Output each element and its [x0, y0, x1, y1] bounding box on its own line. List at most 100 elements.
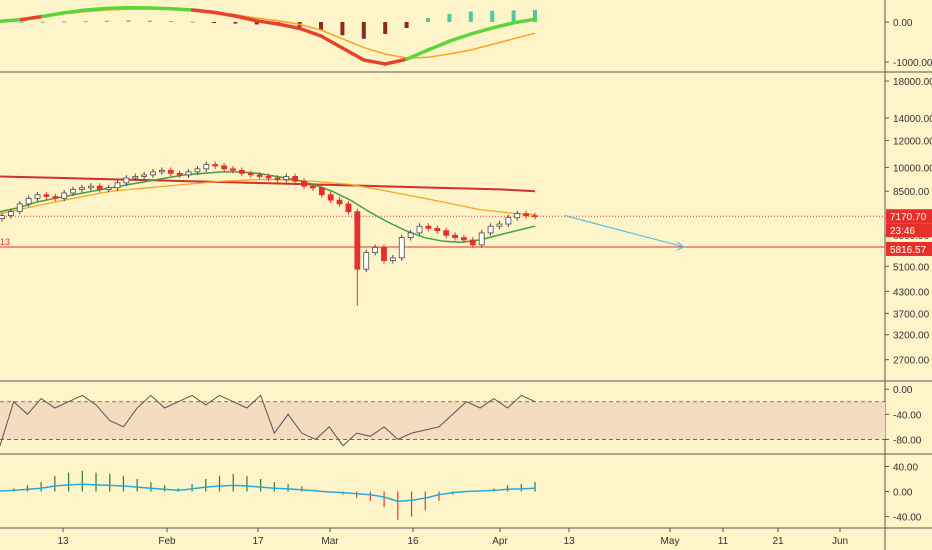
macd-line-segment: [83, 6, 109, 12]
candle-body[interactable]: [434, 228, 441, 232]
candle-body[interactable]: [514, 213, 521, 219]
time-tick-label: Jun: [832, 536, 848, 547]
candle-body[interactable]: [461, 237, 467, 241]
candle-body[interactable]: [150, 171, 156, 176]
candle-body[interactable]: [132, 176, 139, 179]
candle-body[interactable]: [283, 176, 290, 181]
time-tick-label: Mar: [321, 536, 339, 547]
candle-body[interactable]: [141, 174, 148, 177]
macd-line-segment: [469, 26, 494, 36]
candle-body[interactable]: [7, 211, 14, 217]
macd-line-segment: [0, 17, 24, 23]
candle-body[interactable]: [167, 169, 174, 174]
candle-body[interactable]: [398, 237, 405, 259]
candle-body[interactable]: [61, 192, 68, 199]
rsi-line: [0, 394, 536, 447]
candle-body[interactable]: [221, 165, 227, 170]
fast-moving-average: [0, 171, 536, 244]
candle-body[interactable]: [43, 194, 50, 197]
macd-line-segment: [319, 34, 345, 50]
candle-body[interactable]: [176, 172, 183, 176]
candle-body[interactable]: [203, 164, 210, 170]
candle-body[interactable]: [505, 217, 512, 225]
price-tick-label: 18000.00: [893, 77, 932, 88]
macd-histogram-bar: [490, 10, 495, 22]
candle-body[interactable]: [301, 180, 307, 187]
candle-body[interactable]: [443, 230, 450, 236]
candle-body[interactable]: [425, 225, 432, 229]
candle-body[interactable]: [532, 215, 538, 218]
candle-body[interactable]: [363, 252, 370, 270]
candle-body[interactable]: [79, 187, 85, 190]
candle-body[interactable]: [292, 176, 299, 182]
candle-body[interactable]: [274, 177, 281, 181]
momentum-tick-label: 40.00: [893, 462, 918, 473]
candle-body[interactable]: [16, 203, 23, 212]
macd-histogram-bar: [19, 21, 24, 23]
candle-body[interactable]: [194, 168, 201, 173]
candle-body[interactable]: [212, 164, 219, 167]
candle-body[interactable]: [487, 225, 494, 234]
macd-line-segment: [447, 32, 473, 43]
candle-body[interactable]: [389, 257, 396, 262]
rsi-tick-label: -80.00: [893, 435, 922, 446]
candle-body[interactable]: [70, 189, 76, 194]
rsi-panel[interactable]: [0, 394, 885, 447]
candle-body[interactable]: [310, 185, 316, 189]
candle-body[interactable]: [34, 194, 41, 199]
candle-body[interactable]: [452, 234, 458, 238]
candle-body[interactable]: [25, 197, 32, 205]
macd-panel[interactable]: [0, 5, 537, 66]
candle-body[interactable]: [87, 185, 94, 189]
candle-body[interactable]: [478, 232, 485, 246]
candle-body[interactable]: [238, 169, 245, 174]
candle-body[interactable]: [407, 232, 414, 238]
candle-body[interactable]: [496, 223, 503, 227]
candle-body[interactable]: [247, 172, 254, 176]
countdown-label-background: [886, 223, 932, 238]
candle-body[interactable]: [416, 225, 423, 234]
macd-histogram-bar: [147, 20, 152, 22]
momentum-panel[interactable]: [0, 470, 536, 520]
candle-body[interactable]: [52, 196, 59, 199]
rsi-band: [0, 401, 885, 440]
candle-body[interactable]: [372, 246, 379, 253]
candle-body[interactable]: [381, 246, 387, 262]
macd-histogram-bar: [233, 22, 238, 24]
macd-line-segment: [233, 14, 259, 23]
candle-body[interactable]: [158, 169, 165, 173]
projection-arrow-line[interactable]: [564, 215, 685, 248]
candle-body[interactable]: [469, 239, 476, 246]
candle-body[interactable]: [336, 199, 343, 205]
time-axis[interactable]: 13 Feb 17 Mar 16 Apr 13 May 11 21 Jun: [57, 528, 848, 547]
macd-line-segment: [212, 10, 238, 18]
momentum-tick-label: 0.00: [893, 488, 913, 499]
candle-body[interactable]: [96, 185, 103, 190]
macd-histogram-bar: [468, 11, 473, 22]
candle-body[interactable]: [327, 194, 334, 201]
candle-body[interactable]: [0, 215, 5, 219]
macd-line-segment: [105, 5, 131, 11]
candle-body[interactable]: [114, 182, 121, 189]
candle-body[interactable]: [523, 213, 530, 217]
macd-histogram-bar: [340, 22, 345, 36]
candle-body[interactable]: [318, 187, 325, 196]
candle-body[interactable]: [185, 171, 192, 176]
candle-body[interactable]: [354, 211, 361, 270]
candle-body[interactable]: [105, 187, 112, 190]
rsi-tick-label: -40.00: [893, 410, 922, 421]
macd-line-segment: [148, 6, 173, 11]
time-tick-label: Apr: [492, 536, 508, 547]
macd-line-segment: [19, 14, 45, 22]
price-axis[interactable]: 0.00 -1000.00 18000.00 14000.00 12000.00 1000…: [885, 18, 932, 524]
candle-body[interactable]: [265, 176, 272, 179]
time-tick-label: 16: [407, 536, 419, 547]
price-panel[interactable]: 13: [0, 161, 885, 306]
candle-body[interactable]: [256, 174, 263, 177]
macd-tick-label: -1000.00: [893, 58, 932, 69]
candle-body[interactable]: [230, 168, 236, 171]
candle-body[interactable]: [345, 203, 352, 212]
candle-body[interactable]: [123, 177, 130, 184]
